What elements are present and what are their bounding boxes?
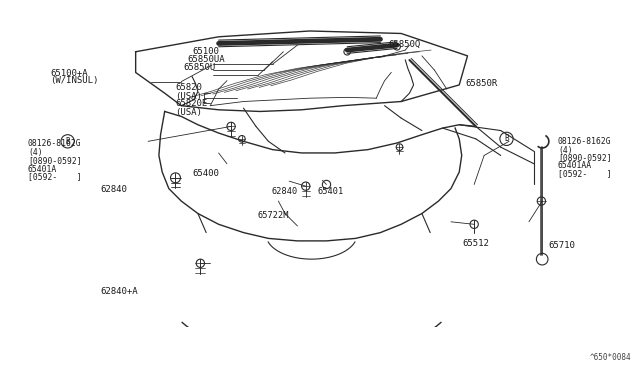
Text: 65722M: 65722M <box>258 211 289 219</box>
Text: B: B <box>504 134 509 143</box>
Text: 65710: 65710 <box>548 241 575 250</box>
Text: 65850U: 65850U <box>183 62 215 71</box>
Text: 65400: 65400 <box>192 169 219 177</box>
Text: 65820E: 65820E <box>175 99 207 109</box>
Text: 62840: 62840 <box>272 187 298 196</box>
Text: [0592-    ]: [0592- ] <box>558 170 612 179</box>
Text: 65820: 65820 <box>175 83 202 93</box>
Text: (W/INSUL): (W/INSUL) <box>50 77 99 86</box>
Text: 08126-8162G: 08126-8162G <box>558 137 612 145</box>
Text: 65512: 65512 <box>462 240 489 248</box>
Text: 65850UA: 65850UA <box>187 55 225 64</box>
Text: 62840+A: 62840+A <box>100 288 138 296</box>
Text: [0890-0592]: [0890-0592] <box>558 154 612 163</box>
Text: 65401A: 65401A <box>28 164 57 173</box>
Text: 65850Q: 65850Q <box>388 39 420 48</box>
Text: [0592-    ]: [0592- ] <box>28 173 82 182</box>
Text: 65100: 65100 <box>192 48 219 57</box>
Text: 65401AA: 65401AA <box>558 161 592 170</box>
Text: ^650*0084: ^650*0084 <box>590 353 632 362</box>
Text: 65850R: 65850R <box>465 78 497 87</box>
Text: (USA): (USA) <box>175 108 202 116</box>
Text: (4): (4) <box>28 148 43 157</box>
Text: B: B <box>65 137 70 146</box>
Text: 65401: 65401 <box>317 186 343 196</box>
Text: (4): (4) <box>558 145 573 154</box>
Text: (USA): (USA) <box>175 92 202 100</box>
Text: 65100+A: 65100+A <box>50 68 88 77</box>
Text: 08126-8162G: 08126-8162G <box>28 140 82 148</box>
Text: [0890-0592]: [0890-0592] <box>28 157 82 166</box>
Text: 62840: 62840 <box>100 185 127 193</box>
